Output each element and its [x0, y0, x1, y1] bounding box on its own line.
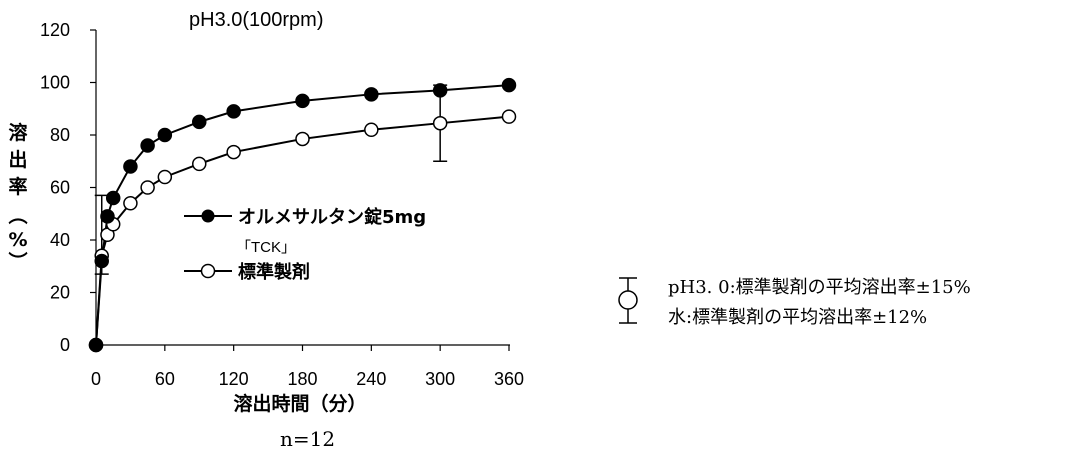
- legend-label-standard: 標準製剤: [238, 261, 310, 283]
- y-ticks: 0 20 40 60 80 100 120: [40, 20, 96, 355]
- legend-entry-standard: 標準製剤: [184, 261, 310, 283]
- data-point-standard: [295, 131, 310, 147]
- y-tick-label: 120: [40, 20, 70, 40]
- errorbar-symbol-icon: [618, 277, 638, 324]
- data-point-tck: [501, 77, 517, 93]
- legend-marker-open: [200, 263, 216, 279]
- x-tick-label: 360: [494, 369, 524, 389]
- y-axis-title-char: 溶: [8, 121, 27, 144]
- y-tick-label: 20: [50, 283, 70, 303]
- x-axis-title: 溶出時間（分）: [233, 392, 366, 415]
- y-axis-title-char: 率: [8, 175, 27, 198]
- data-point-standard: [123, 196, 138, 211]
- data-point-tck: [226, 104, 241, 119]
- data-point-standard: [501, 109, 517, 124]
- y-tick-label: 0: [60, 335, 70, 355]
- data-point-tck: [100, 209, 115, 224]
- y-axis-title-char: 出: [8, 148, 27, 171]
- series-markers: [88, 77, 517, 353]
- data-point-tck: [364, 87, 379, 102]
- data-point-tck: [105, 190, 121, 206]
- x-tick-label: 120: [219, 369, 249, 389]
- data-point-tck: [123, 159, 138, 174]
- data-point-tck: [295, 93, 310, 109]
- chart-title: pH3.0(100rpm): [189, 9, 324, 31]
- data-point-standard: [226, 144, 241, 160]
- y-tick-label: 60: [50, 178, 70, 198]
- data-point-tck: [94, 253, 109, 269]
- errorbar-note-line2: 水:標準製剤の平均溶出率±12%: [668, 307, 927, 328]
- legend-marker-filled: [201, 209, 215, 223]
- data-point-standard: [364, 122, 379, 137]
- legend-label-tck: オルメサルタン錠5mg: [238, 206, 426, 228]
- data-point-standard: [432, 115, 448, 131]
- legend-entry-tck: オルメサルタン錠5mg 「TCK」: [184, 206, 426, 256]
- sample-size-label: n=12: [280, 427, 335, 451]
- data-point-tck: [140, 138, 155, 153]
- x-ticks: 0 60 120 180 240 300 360: [91, 345, 524, 389]
- y-tick-label: 80: [50, 125, 70, 145]
- x-tick-label: 180: [287, 369, 317, 389]
- x-tick-label: 0: [91, 369, 101, 389]
- y-axis-title: 溶出率 （%）: [6, 121, 29, 271]
- data-point-tck: [192, 114, 207, 130]
- y-axis-title-char: ）: [6, 251, 29, 270]
- errorbar-note: pH3. 0:標準製剤の平均溶出率±15% 水:標準製剤の平均溶出率±12%: [618, 277, 971, 328]
- data-point-standard: [140, 180, 155, 195]
- data-point-standard: [157, 169, 173, 185]
- y-axis-title-char: %: [8, 229, 27, 251]
- legend-label-tck-sub: 「TCK」: [236, 239, 296, 256]
- data-point-tck: [88, 337, 104, 353]
- data-point-tck: [157, 127, 173, 143]
- x-tick-label: 60: [155, 369, 175, 389]
- y-tick-label: 40: [50, 230, 70, 250]
- y-tick-label: 100: [40, 73, 70, 93]
- x-tick-label: 300: [425, 369, 455, 389]
- x-tick-label: 240: [356, 369, 386, 389]
- series-line-1: [95, 115, 510, 346]
- legend: オルメサルタン錠5mg 「TCK」 標準製剤: [184, 206, 426, 283]
- y-axis-title-char: （: [6, 205, 29, 224]
- data-point-standard: [192, 156, 207, 172]
- data-point-tck: [432, 83, 448, 98]
- errorbar-note-line1: pH3. 0:標準製剤の平均溶出率±15%: [668, 277, 971, 298]
